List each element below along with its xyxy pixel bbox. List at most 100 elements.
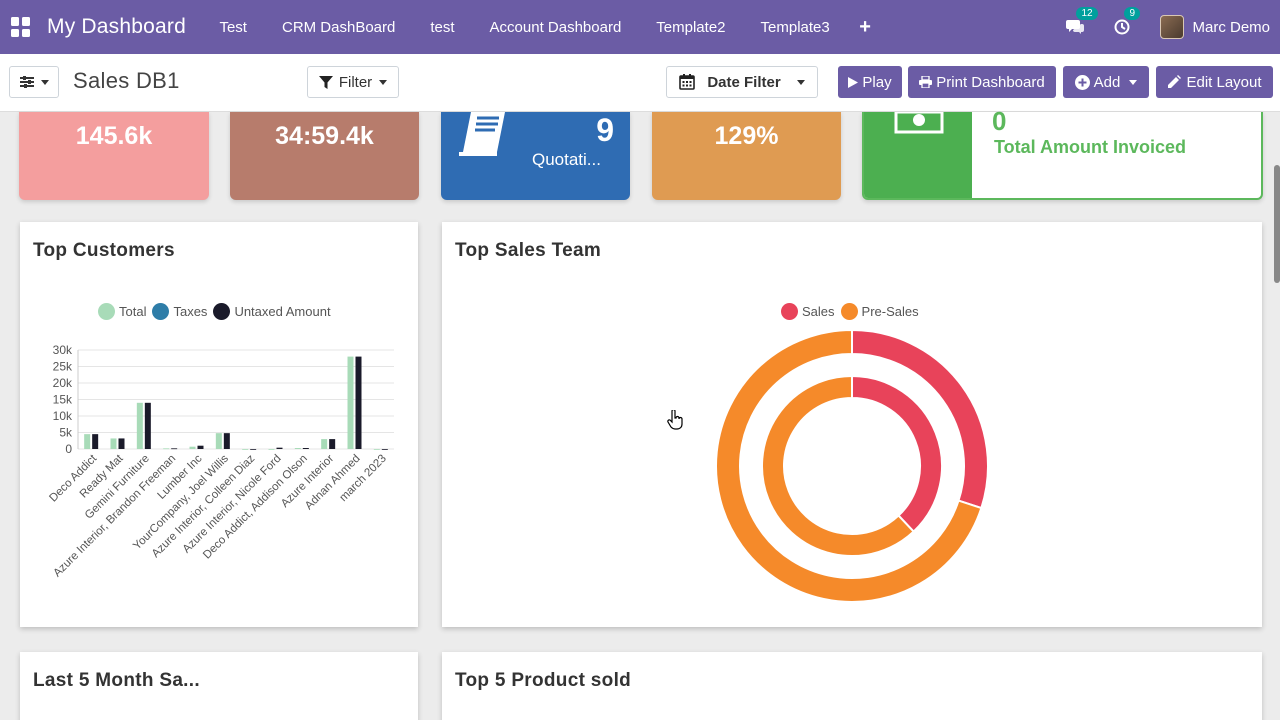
bar-total[interactable] bbox=[373, 449, 380, 450]
activities-badge: 9 bbox=[1124, 7, 1141, 20]
add-label: Add bbox=[1093, 73, 1121, 91]
print-dashboard-button[interactable]: Print Dashboard bbox=[908, 66, 1056, 98]
chart-legend: Total Taxes Untaxed Amount bbox=[98, 303, 337, 320]
funnel-icon bbox=[318, 75, 333, 89]
bar-total[interactable] bbox=[242, 449, 249, 450]
add-button[interactable]: Add bbox=[1063, 66, 1149, 98]
legend-swatch bbox=[152, 303, 170, 320]
legend-item-taxes[interactable]: Taxes bbox=[152, 303, 207, 320]
legend-label: Pre-Sales bbox=[861, 304, 919, 319]
date-filter-label: Date Filter bbox=[707, 73, 781, 91]
bar-untaxed-amount[interactable] bbox=[302, 448, 309, 449]
legend-label: Total bbox=[119, 304, 147, 319]
bar-untaxed-amount[interactable] bbox=[118, 438, 125, 449]
y-tick-label: 0 bbox=[65, 442, 72, 456]
chevron-down-icon bbox=[796, 79, 805, 85]
tile-value: 0 bbox=[992, 106, 1007, 136]
edit-layout-button[interactable]: Edit Layout bbox=[1156, 66, 1273, 98]
menu-item-test-lower[interactable]: test bbox=[430, 18, 455, 36]
top-5-product-panel: Top 5 Product sold bbox=[442, 652, 1262, 720]
top-sales-team-chart bbox=[715, 328, 989, 603]
legend-item-untaxed[interactable]: Untaxed Amount bbox=[213, 303, 331, 320]
play-icon bbox=[848, 76, 859, 88]
messages-button[interactable]: 12 bbox=[1066, 7, 1098, 35]
top-navbar: My Dashboard Test CRM DashBoard test Acc… bbox=[0, 0, 1280, 54]
y-tick-label: 5k bbox=[59, 426, 73, 440]
apps-menu-icon[interactable] bbox=[11, 17, 31, 37]
bar-untaxed-amount[interactable] bbox=[92, 434, 99, 449]
bar-untaxed-amount[interactable] bbox=[144, 402, 151, 449]
bar-untaxed-amount[interactable] bbox=[171, 448, 178, 450]
menu-item-test[interactable]: Test bbox=[219, 18, 247, 36]
printer-icon bbox=[919, 76, 933, 88]
bar-total[interactable] bbox=[321, 439, 328, 449]
bar-untaxed-amount[interactable] bbox=[329, 439, 336, 449]
chevron-down-icon bbox=[379, 79, 388, 85]
bar-total[interactable] bbox=[215, 433, 222, 449]
legend-item-sales[interactable]: Sales bbox=[781, 303, 835, 320]
filter-button[interactable]: Filter bbox=[307, 66, 399, 98]
play-label: Play bbox=[862, 73, 892, 91]
filter-label: Filter bbox=[338, 73, 373, 91]
panel-title: Top Sales Team bbox=[455, 240, 602, 261]
user-avatar[interactable] bbox=[1160, 15, 1185, 39]
menu-item-crm-dashboard[interactable]: CRM DashBoard bbox=[281, 18, 396, 36]
dashboard-title: Sales DB1 bbox=[73, 68, 180, 93]
bar-total[interactable] bbox=[268, 449, 275, 450]
menu-item-account-dashboard[interactable]: Account Dashboard bbox=[489, 18, 622, 36]
bar-untaxed-amount[interactable] bbox=[276, 447, 283, 449]
play-button[interactable]: Play bbox=[838, 66, 902, 98]
menu-item-template2[interactable]: Template2 bbox=[656, 18, 726, 36]
y-tick-label: 15k bbox=[53, 393, 73, 407]
user-name[interactable]: Marc Demo bbox=[1192, 18, 1270, 36]
add-menu-button[interactable]: + bbox=[859, 15, 871, 38]
legend-swatch bbox=[781, 303, 798, 320]
bar-untaxed-amount[interactable] bbox=[250, 449, 257, 450]
bar-total[interactable] bbox=[347, 356, 354, 449]
panel-title: Top 5 Product sold bbox=[455, 670, 632, 691]
legend-item-presales[interactable]: Pre-Sales bbox=[840, 303, 919, 320]
donut-slice-pre-sales[interactable] bbox=[715, 328, 983, 603]
chevron-down-icon bbox=[40, 79, 49, 85]
layout-options-button[interactable] bbox=[9, 66, 59, 98]
top-sales-team-panel: Top Sales Team Sales Pre-Sales bbox=[442, 222, 1262, 627]
legend-label: Untaxed Amount bbox=[234, 304, 331, 319]
bar-total[interactable] bbox=[189, 446, 196, 449]
last-5-month-panel: Last 5 Month Sa... bbox=[20, 652, 418, 720]
kpi-tile-2[interactable]: 34:59.4k bbox=[230, 112, 419, 200]
bar-untaxed-amount[interactable] bbox=[223, 433, 230, 449]
legend-swatch bbox=[98, 303, 115, 320]
main-menu: Test CRM DashBoard test Account Dashboar… bbox=[202, 16, 883, 39]
tile-value: 145.6k bbox=[75, 122, 153, 150]
donut-slice-sales[interactable] bbox=[851, 374, 943, 534]
kpi-tile-invoiced[interactable]: 0 Total Amount Invoiced bbox=[862, 106, 1263, 200]
y-tick-label: 20k bbox=[53, 376, 73, 390]
app-title[interactable]: My Dashboard bbox=[47, 15, 186, 38]
legend-item-total[interactable]: Total bbox=[98, 303, 146, 320]
bar-total[interactable] bbox=[110, 438, 117, 449]
legend-label: Taxes bbox=[173, 304, 208, 319]
menu-item-template3[interactable]: Template3 bbox=[760, 18, 830, 36]
bar-untaxed-amount[interactable] bbox=[197, 445, 204, 449]
clock-icon bbox=[1114, 19, 1130, 35]
messages-badge: 12 bbox=[1076, 7, 1098, 20]
kpi-tile-quotations[interactable]: 9 Quotati... bbox=[441, 112, 630, 200]
bar-total[interactable] bbox=[294, 448, 301, 449]
sliders-icon bbox=[19, 76, 34, 88]
date-filter-button[interactable]: Date Filter bbox=[666, 66, 818, 98]
bar-total[interactable] bbox=[136, 402, 143, 449]
money-icon bbox=[894, 112, 944, 134]
kpi-tile-4[interactable]: 129% bbox=[652, 112, 841, 200]
vertical-scrollbar[interactable] bbox=[1274, 165, 1280, 283]
bar-total[interactable] bbox=[84, 434, 91, 449]
legend-swatch bbox=[213, 303, 231, 320]
activities-button[interactable]: 9 bbox=[1114, 7, 1141, 35]
panel-title: Top Customers bbox=[33, 240, 175, 261]
bar-untaxed-amount[interactable] bbox=[355, 356, 362, 449]
kpi-tile-1[interactable]: 145.6k bbox=[19, 112, 209, 200]
bar-untaxed-amount[interactable] bbox=[381, 449, 388, 450]
tile-label: Total Amount Invoiced bbox=[994, 137, 1186, 157]
top-customers-panel: Top Customers Total Taxes Untaxed Amount… bbox=[20, 222, 418, 627]
donut-slice-pre-sales[interactable] bbox=[761, 374, 916, 557]
bar-total[interactable] bbox=[163, 448, 170, 450]
